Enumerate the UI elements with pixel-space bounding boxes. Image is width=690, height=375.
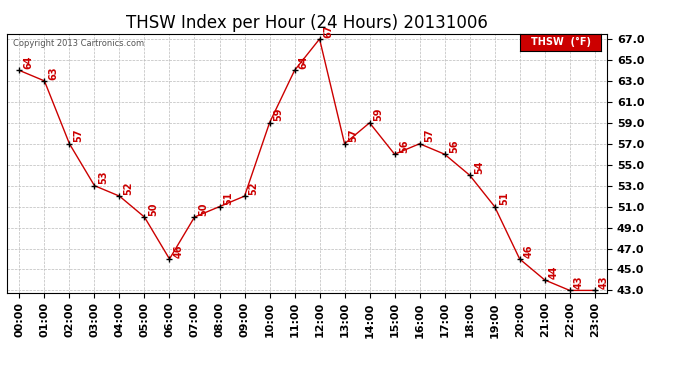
Text: 43: 43 [599, 276, 609, 289]
Text: 63: 63 [48, 66, 59, 80]
Text: 46: 46 [174, 244, 184, 258]
Text: 43: 43 [574, 276, 584, 289]
Text: 59: 59 [274, 108, 284, 122]
Text: 57: 57 [348, 129, 359, 142]
Text: 44: 44 [549, 265, 559, 279]
Text: 56: 56 [448, 140, 459, 153]
Text: 50: 50 [148, 202, 159, 216]
Text: 52: 52 [248, 181, 259, 195]
Text: 67: 67 [324, 24, 334, 38]
Text: 64: 64 [299, 56, 308, 69]
Text: 52: 52 [124, 181, 134, 195]
Text: 57: 57 [424, 129, 434, 142]
Text: 59: 59 [374, 108, 384, 122]
Text: 50: 50 [199, 202, 208, 216]
Text: Copyright 2013 Cartronics.com: Copyright 2013 Cartronics.com [13, 39, 144, 48]
Text: 53: 53 [99, 171, 108, 184]
Text: 51: 51 [499, 192, 509, 205]
Text: 46: 46 [524, 244, 534, 258]
Text: 56: 56 [399, 140, 408, 153]
Text: 51: 51 [224, 192, 234, 205]
Text: 54: 54 [474, 160, 484, 174]
Title: THSW Index per Hour (24 Hours) 20131006: THSW Index per Hour (24 Hours) 20131006 [126, 14, 488, 32]
Text: 64: 64 [23, 56, 34, 69]
Text: 57: 57 [74, 129, 83, 142]
